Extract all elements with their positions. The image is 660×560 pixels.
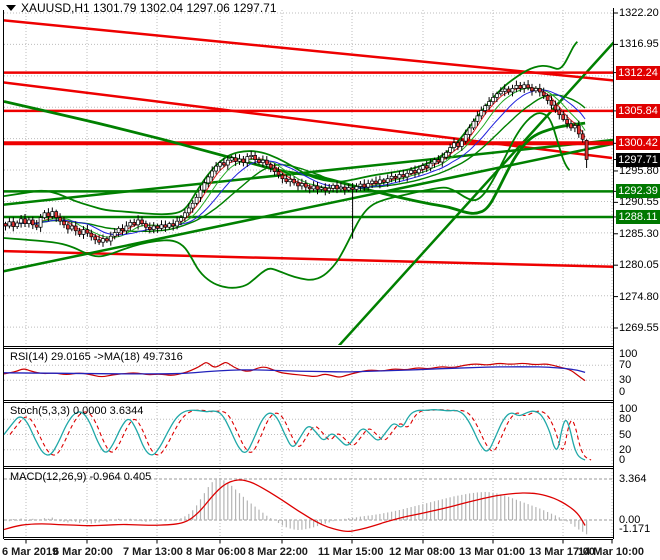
stoch-scale-label: 80 bbox=[619, 413, 632, 426]
bollinger-bands bbox=[4, 41, 586, 289]
time-label: 7 Mar 13:00 bbox=[123, 546, 183, 558]
symbol-dropdown-icon[interactable] bbox=[6, 5, 16, 11]
chart-title-bar: XAUUSD,H1 1301.79 1302.04 1297.06 1297.7… bbox=[6, 1, 277, 15]
price-badge-1305.84: 1305.84 bbox=[616, 103, 660, 118]
price-tick-label: 1269.55 bbox=[619, 322, 659, 334]
macd-scale-label: -1.171 bbox=[619, 523, 651, 535]
price-tick-label: 1280.05 bbox=[619, 259, 659, 272]
time-label: 11 Mar 15:00 bbox=[318, 546, 384, 558]
time-label: 8 Mar 06:00 bbox=[186, 546, 246, 558]
price-badge-1288.11: 1288.11 bbox=[616, 209, 660, 224]
stoch-scale-label: 0 bbox=[619, 454, 626, 466]
price-tick-label: 1285.30 bbox=[619, 227, 659, 240]
macd-scale-label: 3.364 bbox=[619, 472, 647, 485]
gridlines bbox=[4, 10, 613, 536]
time-label: 6 Mar 20:00 bbox=[53, 546, 113, 558]
trend-lines[interactable] bbox=[0, 19, 660, 350]
candlesticks bbox=[4, 80, 589, 247]
panel-borders bbox=[3, 8, 618, 544]
time-label: 14 Mar 10:00 bbox=[578, 546, 645, 558]
chart-title: XAUUSD,H1 1301.79 1302.04 1297.06 1297.7… bbox=[21, 1, 277, 15]
price-badge-1297.71: 1297.71 bbox=[616, 152, 660, 167]
stoch-scale-label: 50 bbox=[619, 428, 632, 441]
time-label: 8 Mar 22:00 bbox=[248, 546, 308, 558]
stochastic-indicator bbox=[4, 409, 592, 461]
support-resistance-lines[interactable] bbox=[4, 71, 613, 219]
stoch-scale-label: 100 bbox=[619, 403, 638, 415]
price-tick-label: 1295.80 bbox=[619, 164, 659, 177]
price-tick-label: 1274.80 bbox=[619, 290, 659, 303]
stoch-scale-label: 20 bbox=[619, 443, 632, 456]
macd-label: MACD(12,26,9) -0.964 0.405 bbox=[10, 471, 152, 483]
rsi-scale-label: 100 bbox=[619, 348, 638, 360]
price-badge-1300.42: 1300.42 bbox=[616, 136, 660, 151]
macd-scale-label: 0.00 bbox=[619, 514, 641, 526]
price-tick-label: 1290.55 bbox=[619, 196, 659, 209]
price-tick-label: 1316.95 bbox=[619, 38, 659, 51]
time-label: 13 Mar 01:00 bbox=[459, 546, 526, 558]
macd-indicator bbox=[4, 478, 588, 535]
rsi-scale-label: 30 bbox=[619, 374, 632, 387]
time-label: 13 Mar 17:00 bbox=[529, 546, 596, 558]
price-tick-label: 1322.20 bbox=[619, 7, 659, 19]
rsi-indicator bbox=[4, 361, 586, 382]
stoch-label: Stoch(5,3,3) 0.0000 3.6344 bbox=[10, 405, 144, 417]
time-label: 12 Mar 08:00 bbox=[389, 546, 456, 558]
price-badge-1312.24: 1312.24 bbox=[616, 65, 660, 80]
rsi-label: RSI(14) 29.0165 ->MA(18) 49.7316 bbox=[10, 351, 183, 363]
time-label: 6 Mar 2019 bbox=[2, 546, 59, 558]
price-badge-1292.39: 1292.39 bbox=[616, 184, 660, 199]
rsi-scale-label: 0 bbox=[619, 385, 626, 398]
rsi-scale-label: 70 bbox=[619, 359, 632, 372]
